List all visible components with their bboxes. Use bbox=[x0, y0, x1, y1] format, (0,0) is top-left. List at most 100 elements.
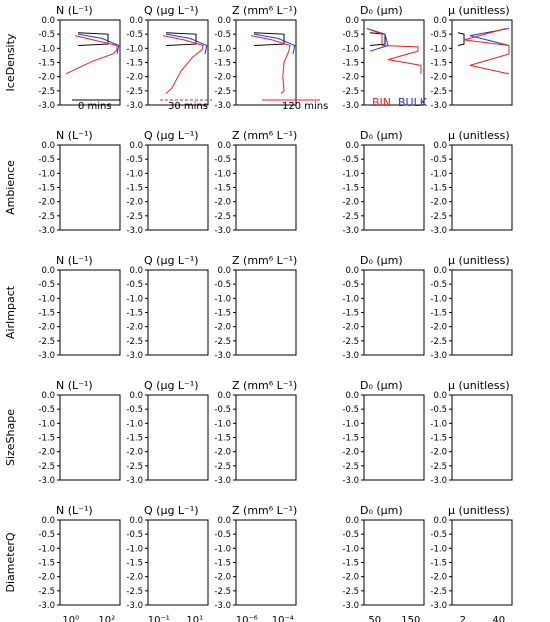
y-tick-label: -3.0 bbox=[342, 226, 359, 236]
y-tick-label: -2.5 bbox=[342, 337, 359, 347]
y-tick-label: 0.0 bbox=[41, 516, 55, 526]
y-tick-label: 0.0 bbox=[433, 391, 447, 401]
x-tick-label: 50 bbox=[368, 615, 381, 622]
y-tick-label: -3.0 bbox=[214, 351, 231, 361]
panel: μ (unitless)0.0 -0.5 -1.0 -1.5 -2.0 -2.5 -3.0 bbox=[430, 254, 513, 361]
y-tick-label: -1.0 bbox=[38, 544, 55, 554]
y-tick-label: -0.5 bbox=[126, 280, 143, 290]
column-title: N (L⁻¹) bbox=[56, 4, 93, 17]
y-tick-label: -1.0 bbox=[214, 419, 231, 429]
y-tick-label: -1.0 bbox=[38, 169, 55, 179]
y-tick-label: -1.0 bbox=[214, 44, 231, 54]
y-tick-label: -2.5 bbox=[38, 462, 55, 472]
y-tick-label: -2.5 bbox=[214, 462, 231, 472]
y-tick-label: -2.0 bbox=[38, 323, 55, 333]
y-tick-label: -0.5 bbox=[430, 155, 447, 165]
panel-frame bbox=[451, 19, 513, 106]
y-tick-label: -0.5 bbox=[38, 405, 55, 415]
y-tick-label: -0.5 bbox=[126, 155, 143, 165]
y-tick-label: -1.0 bbox=[430, 44, 447, 54]
y-tick-label: -2.0 bbox=[430, 448, 447, 458]
legend-time-30: 30 mins bbox=[168, 101, 208, 112]
y-tick-label: -3.0 bbox=[430, 476, 447, 486]
y-tick-label: 0.0 bbox=[129, 141, 143, 151]
panel-frame bbox=[363, 269, 425, 356]
y-tick-label: -2.5 bbox=[126, 212, 143, 222]
y-tick-label: -1.0 bbox=[342, 44, 359, 54]
legend-bin: BIN bbox=[372, 96, 391, 109]
row-label: DiameterQ bbox=[4, 532, 17, 592]
y-tick-label: 0.0 bbox=[217, 141, 231, 151]
y-tick-label: -1.0 bbox=[38, 419, 55, 429]
panel: D₀ (μm)0.0 -0.5 -1.0 -1.5 -2.0 -2.5 -3.0 bbox=[342, 254, 425, 361]
y-tick-label: -1.5 bbox=[342, 559, 359, 569]
y-tick-label: -1.5 bbox=[126, 184, 143, 194]
column-title: Q (μg L⁻¹) bbox=[144, 4, 199, 17]
x-tick-label: 150 bbox=[401, 615, 420, 622]
y-tick-label: -2.5 bbox=[430, 87, 447, 97]
y-tick-label: -1.5 bbox=[126, 59, 143, 69]
panel: Z (mm⁶ L⁻¹)0.0 -0.5 -1.0 -1.5 -2.0 -2.5 -3.0 10… bbox=[214, 504, 297, 622]
y-tick-label: 0.0 bbox=[217, 266, 231, 276]
series-line-bulk_120 bbox=[253, 33, 296, 55]
panel: μ (unitless)0.0 -0.5 -1.0 -1.5 -2.0 -2.5 -3.0 bbox=[430, 129, 513, 236]
y-tick-label: -0.5 bbox=[38, 530, 55, 540]
y-tick-label: -2.0 bbox=[430, 323, 447, 333]
y-tick-label: -3.0 bbox=[38, 101, 55, 111]
y-tick-label: -3.0 bbox=[342, 476, 359, 486]
y-tick-label: -1.5 bbox=[38, 59, 55, 69]
panel: Q (μg L⁻¹)0.0 -0.5 -1.0 -1.5 -2.0 -2.5 -3.0 bbox=[126, 379, 209, 486]
column-title: Z (mm⁶ L⁻¹) bbox=[232, 504, 297, 517]
y-tick-label: -1.5 bbox=[38, 184, 55, 194]
y-tick-label: -2.5 bbox=[342, 87, 359, 97]
y-tick-label: -1.5 bbox=[214, 559, 231, 569]
column-title: Z (mm⁶ L⁻¹) bbox=[232, 4, 297, 17]
y-tick-label: 0.0 bbox=[433, 16, 447, 26]
y-tick-label: -1.5 bbox=[342, 309, 359, 319]
y-tick-label: 0.0 bbox=[41, 391, 55, 401]
y-tick-label: -2.5 bbox=[214, 212, 231, 222]
y-tick-label: -3.0 bbox=[38, 226, 55, 236]
panel: D₀ (μm)0.0 -0.5 -1.0 -1.5 -2.0 -2.5 -3.0 bbox=[342, 4, 425, 111]
column-title: Z (mm⁶ L⁻¹) bbox=[232, 129, 297, 142]
y-tick-label: 0.0 bbox=[433, 516, 447, 526]
column-title: μ (unitless) bbox=[448, 504, 510, 517]
panel-frame bbox=[147, 144, 209, 231]
y-tick-label: -1.0 bbox=[430, 294, 447, 304]
y-tick-label: 0.0 bbox=[345, 141, 359, 151]
series-line-bin_0 bbox=[369, 32, 386, 46]
row-label: Ambience bbox=[4, 160, 17, 215]
y-tick-label: -1.0 bbox=[126, 544, 143, 554]
x-tick-label: 10⁻⁶ bbox=[236, 615, 258, 622]
y-tick-label: -2.0 bbox=[342, 198, 359, 208]
column-title: μ (unitless) bbox=[448, 129, 510, 142]
row-label: SizeShape bbox=[4, 409, 17, 466]
y-tick-label: 0.0 bbox=[345, 391, 359, 401]
y-tick-label: -2.0 bbox=[342, 448, 359, 458]
y-tick-label: -1.0 bbox=[126, 294, 143, 304]
y-tick-label: -3.0 bbox=[126, 101, 143, 111]
y-tick-label: -0.5 bbox=[126, 405, 143, 415]
y-tick-label: 0.0 bbox=[433, 266, 447, 276]
panel-frame bbox=[147, 519, 209, 606]
column-title: Q (μg L⁻¹) bbox=[144, 379, 199, 392]
x-tick-label: 10⁻¹ bbox=[148, 615, 170, 622]
panel: Z (mm⁶ L⁻¹)0.0 -0.5 -1.0 -1.5 -2.0 -2.5 -3.0 bbox=[214, 4, 297, 111]
y-tick-label: -3.0 bbox=[342, 351, 359, 361]
column-title: N (L⁻¹) bbox=[56, 379, 93, 392]
y-tick-label: -2.0 bbox=[430, 73, 447, 83]
panel: μ (unitless)0.0 -0.5 -1.0 -1.5 -2.0 -2.5 -3.0 bbox=[430, 4, 513, 111]
y-tick-label: -0.5 bbox=[214, 530, 231, 540]
y-tick-label: -2.0 bbox=[214, 323, 231, 333]
y-tick-label: -1.0 bbox=[38, 294, 55, 304]
y-tick-label: -0.5 bbox=[38, 155, 55, 165]
y-tick-label: -2.0 bbox=[126, 323, 143, 333]
y-tick-label: -1.5 bbox=[126, 559, 143, 569]
y-tick-label: 0.0 bbox=[129, 16, 143, 26]
series-line-bulk_120 bbox=[165, 33, 208, 55]
panel-frame bbox=[147, 394, 209, 481]
y-tick-label: -0.5 bbox=[430, 530, 447, 540]
y-tick-label: -2.5 bbox=[38, 587, 55, 597]
y-tick-label: -1.5 bbox=[38, 434, 55, 444]
